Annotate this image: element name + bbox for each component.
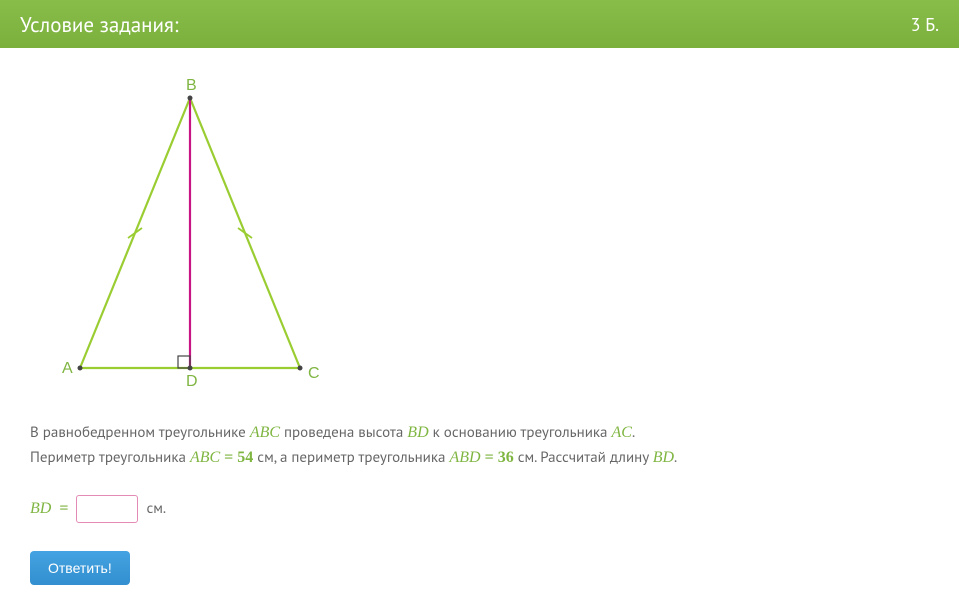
eq2-lhs: ABD bbox=[449, 449, 480, 466]
answer-eq: = bbox=[59, 500, 68, 518]
answer-lhs: BD bbox=[30, 500, 51, 518]
triangle-svg: A B C D bbox=[40, 78, 340, 398]
text: Периметр треугольника bbox=[30, 448, 190, 467]
var-ac: AC bbox=[612, 424, 632, 441]
submit-button[interactable]: Ответить! bbox=[30, 551, 130, 585]
header-title: Условие задания: bbox=[20, 11, 179, 38]
text: . bbox=[632, 423, 635, 442]
eq: = bbox=[481, 449, 498, 466]
answer-unit: см. bbox=[146, 499, 166, 518]
text: см, а периметр треугольника bbox=[253, 448, 449, 467]
svg-text:B: B bbox=[186, 78, 197, 94]
eq2-rhs: 36 bbox=[498, 449, 514, 466]
header-points: 3 Б. bbox=[911, 13, 939, 36]
svg-text:D: D bbox=[186, 373, 198, 390]
text: к основанию треугольника bbox=[429, 423, 612, 442]
eq1-lhs: ABC bbox=[190, 449, 220, 466]
answer-input[interactable] bbox=[76, 495, 138, 523]
answer-row: BD = см. bbox=[30, 495, 929, 523]
triangle-diagram: A B C D bbox=[40, 78, 929, 403]
eq1-rhs: 54 bbox=[237, 449, 253, 466]
text: проведена высота bbox=[280, 423, 407, 442]
content-area: ABCD В равнобедренном треугольнике ABC п… bbox=[0, 48, 959, 605]
text: . bbox=[674, 448, 677, 467]
problem-text: В равнобедренном треугольнике ABC провед… bbox=[30, 421, 929, 471]
svg-text:A: A bbox=[62, 360, 73, 377]
eq: = bbox=[220, 449, 237, 466]
task-header: Условие задания: 3 Б. bbox=[0, 0, 959, 48]
text: В равнобедренном треугольнике bbox=[30, 423, 250, 442]
var-abc: ABC bbox=[250, 424, 280, 441]
var-bd: BD bbox=[407, 424, 428, 441]
var-bd2: BD bbox=[653, 449, 674, 466]
text: см. Рассчитай длину bbox=[514, 448, 653, 467]
svg-text:C: C bbox=[308, 365, 320, 382]
